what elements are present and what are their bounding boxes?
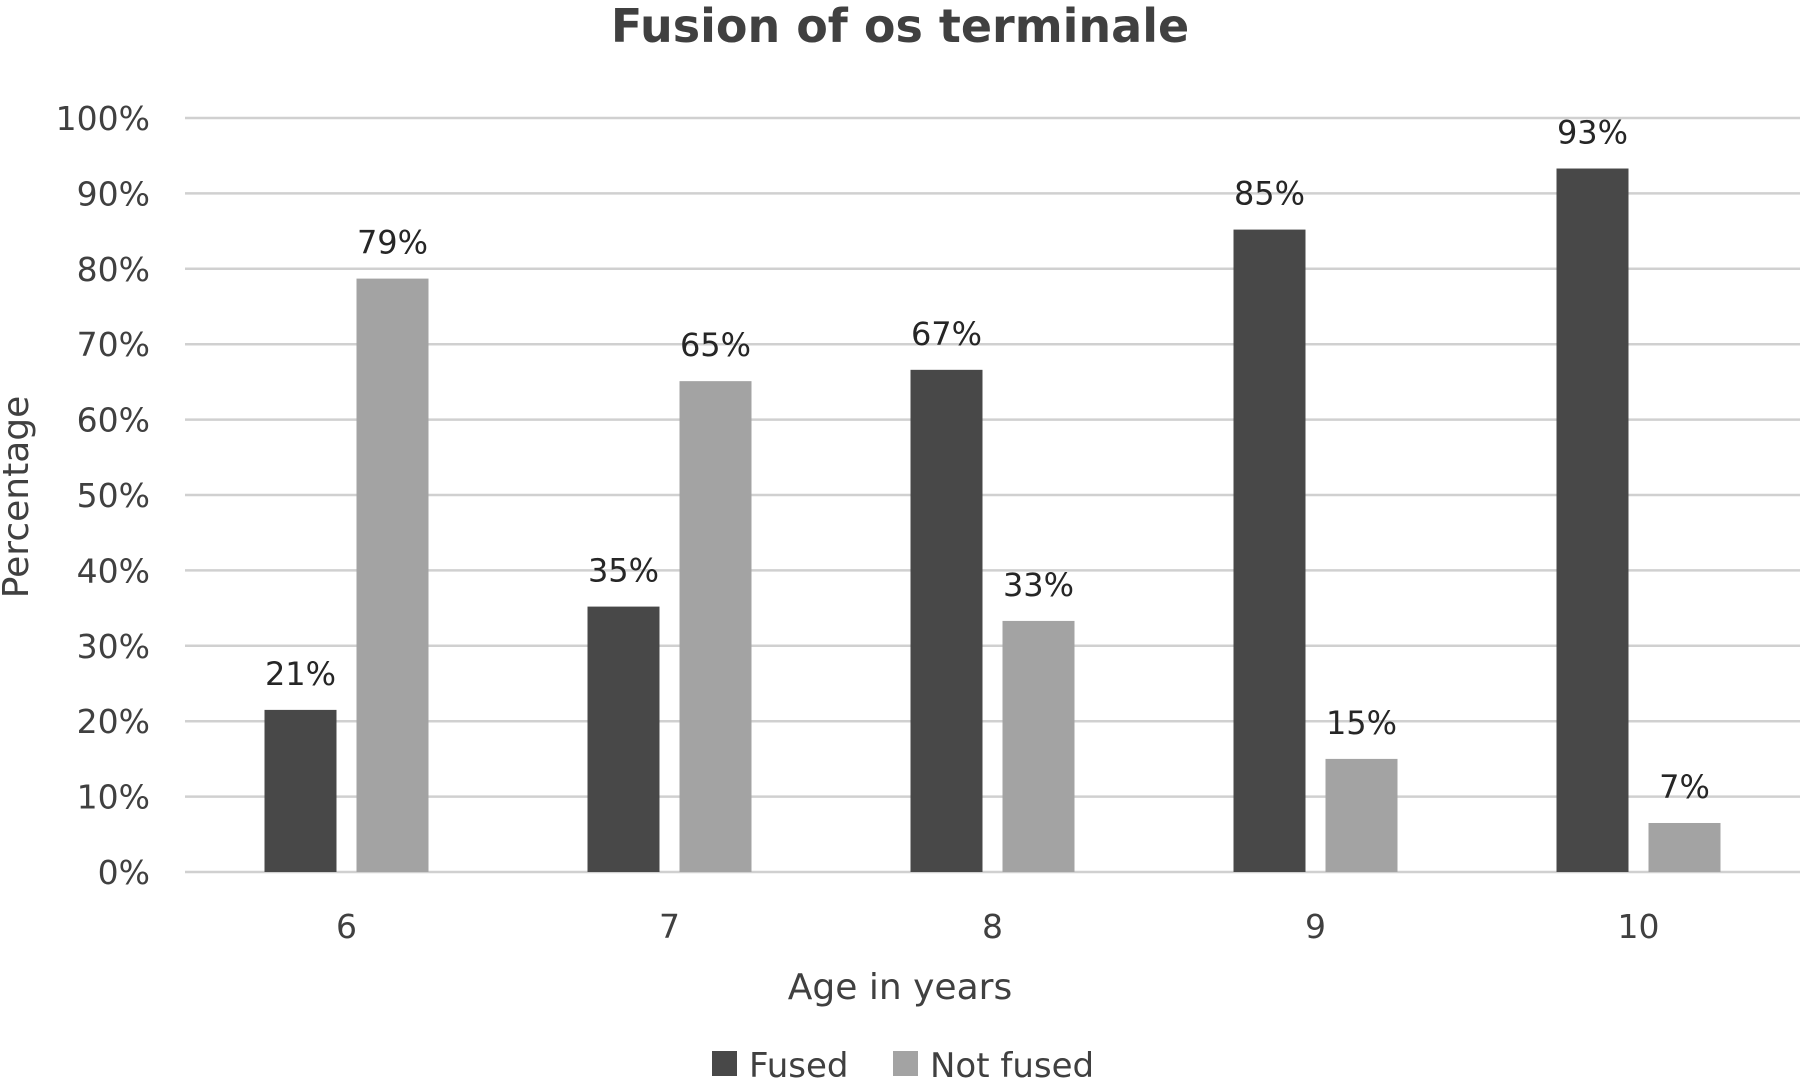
bar-not-fused [356,278,429,872]
bar-fused [264,709,337,872]
x-tick-label: 6 [336,907,357,946]
y-tick-label: 30% [77,627,150,666]
y-tick-label: 80% [77,250,150,289]
x-axis-ticks: 6 7 8 9 10 [336,907,1660,946]
data-label: 93% [1557,114,1628,152]
bar-not-fused [1325,758,1398,872]
x-axis-label: Age in years [788,967,1012,1008]
data-label: 21% [265,655,336,693]
data-labels: 21% 79% 35% 65% 67% 33% 85% 15% 93% 7% [265,114,1710,806]
data-label: 15% [1326,704,1397,742]
legend-swatch-fused [712,1051,737,1076]
bar-fused [587,606,660,872]
x-tick-label: 8 [982,907,1003,946]
data-label: 85% [1234,175,1305,213]
y-axis-label: Percentage [0,396,37,599]
bar-fused [1233,229,1306,873]
chart-title: Fusion of os terminale [611,0,1189,53]
y-tick-label: 60% [77,401,150,440]
y-tick-label: 90% [77,174,150,213]
x-tick-label: 9 [1305,907,1326,946]
bar-fused [1556,168,1629,872]
data-label: 7% [1659,768,1710,806]
data-label: 35% [588,552,659,590]
y-tick-label: 40% [77,551,150,590]
y-tick-label: 0% [98,853,150,892]
legend-label: Not fused [930,1046,1094,1081]
legend-label: Fused [749,1046,848,1081]
legend: Fused Not fused [712,1046,1094,1081]
bars [264,168,1721,873]
y-tick-label: 100% [56,99,150,138]
gridlines [185,116,1800,874]
x-tick-label: 7 [659,907,680,946]
y-tick-label: 50% [77,476,150,515]
data-label: 79% [357,224,428,262]
legend-swatch-not-fused [893,1051,918,1076]
data-label: 67% [911,315,982,353]
data-label: 65% [680,326,751,364]
data-label: 33% [1003,566,1074,604]
bar-not-fused [679,381,752,872]
bar-fused [910,369,983,872]
y-tick-label: 20% [77,702,150,741]
y-tick-label: 10% [77,778,150,817]
x-tick-label: 10 [1618,907,1660,946]
bar-not-fused [1648,822,1721,872]
y-tick-label: 70% [77,325,150,364]
y-axis-ticks: 0% 10% 20% 30% 40% 50% 60% 70% 80% 90% 100% [56,99,150,892]
bar-not-fused [1002,620,1075,872]
